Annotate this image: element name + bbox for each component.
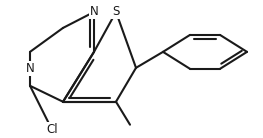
Text: Cl: Cl	[46, 123, 58, 136]
Text: N: N	[26, 62, 34, 75]
Text: S: S	[112, 6, 120, 18]
Text: N: N	[90, 6, 98, 18]
